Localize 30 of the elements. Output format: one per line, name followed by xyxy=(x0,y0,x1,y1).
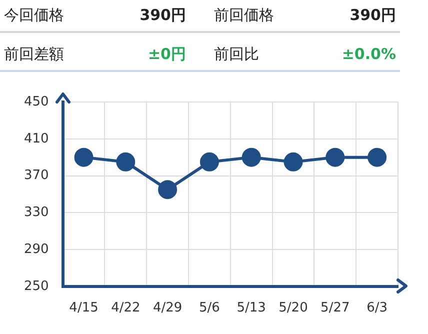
y-tick-label: 450 xyxy=(24,94,49,110)
y-tick-label: 330 xyxy=(24,205,49,220)
x-tick-label: 4/22 xyxy=(111,300,140,316)
point xyxy=(242,148,261,167)
text: ±0円 xyxy=(146,45,187,64)
x-tick-label: 5/20 xyxy=(278,300,308,316)
point xyxy=(116,152,136,172)
point xyxy=(200,152,219,172)
x-tick-label: 5/6 xyxy=(198,300,220,316)
y-tick-label: 410 xyxy=(24,131,49,146)
text: 今回価格 xyxy=(3,6,65,25)
x-tick-label: 4/29 xyxy=(152,300,182,316)
y-tick-label: 370 xyxy=(24,168,49,184)
y-tick-label: 250 xyxy=(24,278,49,294)
text: 前回価格 xyxy=(213,6,275,25)
x-tick-label: 6/3 xyxy=(366,300,388,316)
x-tick-label: 5/27 xyxy=(320,300,350,316)
text: 390円 xyxy=(138,6,187,25)
point xyxy=(368,148,387,167)
text: 390円 xyxy=(348,6,397,25)
x-tick-label: 5/13 xyxy=(236,300,266,316)
point xyxy=(74,148,94,167)
point xyxy=(158,180,178,200)
y-tick-label: 290 xyxy=(24,242,49,257)
point xyxy=(284,152,303,172)
x-tick-label: 4/15 xyxy=(69,300,98,316)
point xyxy=(326,148,345,167)
text: 前回比 xyxy=(213,45,260,64)
text: ±0.0% xyxy=(340,45,397,64)
text: 前回差額 xyxy=(3,45,65,64)
